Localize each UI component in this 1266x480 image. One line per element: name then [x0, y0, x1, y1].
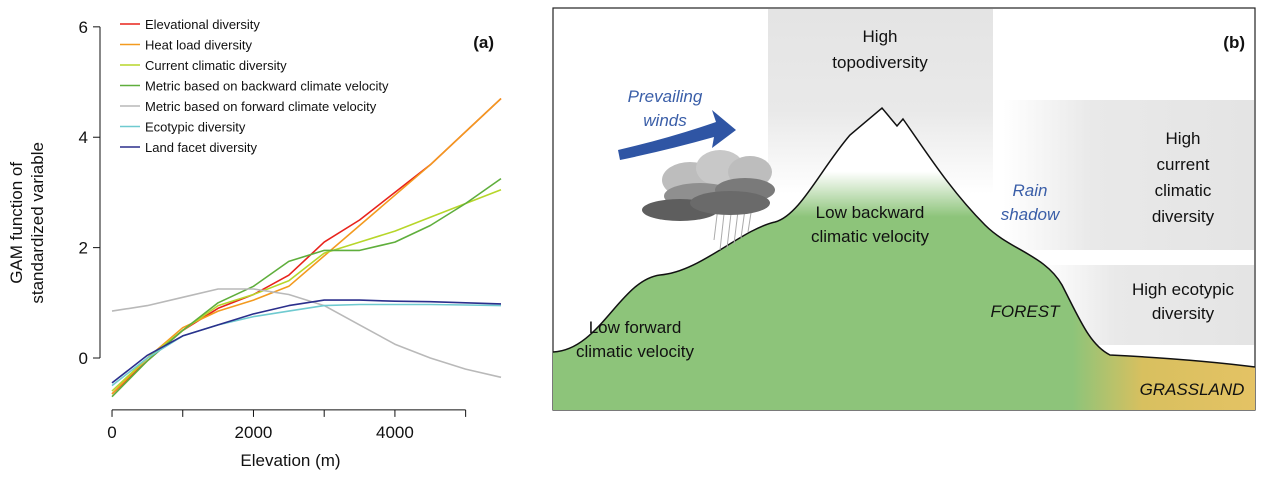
series-line — [112, 190, 501, 391]
ecotypic-text: High ecotypic — [1132, 280, 1235, 299]
y-tick-label: 2 — [79, 239, 88, 258]
y-axis-label: GAM function of — [7, 162, 26, 284]
rain-shadow-text: Rain — [1013, 181, 1048, 200]
legend-label: Current climatic diversity — [145, 58, 287, 73]
x-tick-label: 2000 — [235, 423, 273, 442]
y-axis-label: standardized variable — [28, 142, 47, 304]
rain-shadow-text: shadow — [1001, 205, 1061, 224]
winds-text: Prevailing — [628, 87, 703, 106]
ecotypic-text: diversity — [1152, 304, 1215, 323]
forward-text: Low forward — [589, 318, 682, 337]
series-line — [112, 305, 501, 386]
legend-label: Ecotypic diversity — [145, 120, 246, 135]
panel-label: (a) — [473, 33, 494, 52]
legend-label: Metric based on forward climate velocity — [145, 99, 377, 114]
winds-text: winds — [643, 111, 687, 130]
panel-label: (b) — [1223, 33, 1245, 52]
legend-label: Heat load diversity — [145, 38, 252, 53]
y-tick-label: 4 — [79, 128, 88, 147]
legend-label: Elevational diversity — [145, 17, 260, 32]
current-text: High — [1166, 129, 1201, 148]
current-text: current — [1157, 155, 1210, 174]
forward-text: climatic velocity — [576, 342, 695, 361]
x-axis-label: Elevation (m) — [240, 451, 340, 470]
current-text: climatic — [1155, 181, 1212, 200]
backward-text: Low backward — [816, 203, 925, 222]
topodiversity-text: High — [863, 27, 898, 46]
figure: 0 2 4 6 0 2000 4000 Elevation (m) GAM function o… — [0, 0, 1266, 475]
legend-label: Metric based on backward climate velocit… — [145, 79, 389, 94]
backward-text: climatic velocity — [811, 227, 930, 246]
y-tick-label: 6 — [79, 18, 88, 37]
grassland-text: GRASSLAND — [1140, 380, 1245, 399]
topodiversity-text: topodiversity — [832, 53, 928, 72]
series-line — [112, 179, 501, 397]
current-zone — [1003, 100, 1254, 250]
x-tick-label: 4000 — [376, 423, 414, 442]
forest-text: FOREST — [991, 302, 1062, 321]
legend-label: Land facet diversity — [145, 140, 258, 155]
y-tick-label: 0 — [79, 349, 88, 368]
x-tick-label: 0 — [107, 423, 116, 442]
current-text: diversity — [1152, 207, 1215, 226]
